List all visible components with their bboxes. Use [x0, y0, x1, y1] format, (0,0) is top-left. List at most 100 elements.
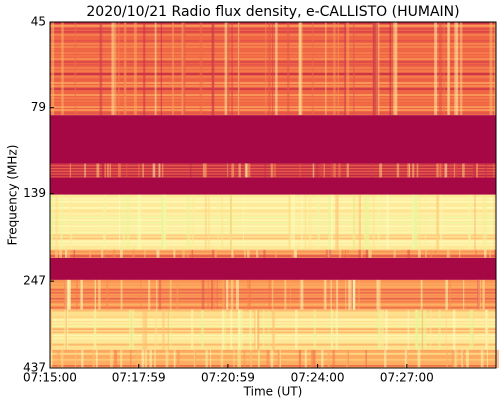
texture — [66, 309, 69, 350]
texture — [328, 249, 332, 258]
texture — [363, 194, 367, 250]
texture — [386, 194, 389, 250]
texture — [254, 309, 256, 350]
texture — [290, 194, 293, 250]
texture — [89, 249, 91, 258]
texture — [429, 309, 432, 350]
texture — [335, 309, 338, 350]
texture — [495, 349, 499, 368]
texture — [341, 249, 344, 258]
texture — [109, 163, 112, 178]
texture — [323, 279, 326, 310]
texture — [308, 194, 312, 250]
texture — [407, 249, 411, 258]
x-tick-label: 07:27:00 — [380, 371, 434, 385]
texture — [114, 22, 117, 116]
texture — [144, 309, 148, 350]
texture — [102, 194, 105, 250]
texture — [459, 249, 461, 258]
texture — [50, 210, 496, 212]
texture — [484, 163, 487, 178]
texture — [257, 249, 259, 258]
texture — [95, 349, 98, 368]
texture — [92, 349, 95, 368]
texture — [50, 255, 496, 257]
texture — [369, 249, 372, 258]
texture — [140, 279, 142, 310]
texture — [445, 279, 449, 310]
texture — [122, 194, 126, 250]
texture — [93, 309, 96, 350]
texture — [321, 349, 324, 368]
texture — [247, 163, 251, 178]
texture — [50, 240, 496, 243]
texture — [51, 22, 55, 116]
texture — [480, 349, 484, 368]
texture — [436, 194, 440, 250]
chart-title: 2020/10/21 Radio flux density, e-CALLIST… — [86, 4, 459, 20]
texture — [217, 194, 219, 250]
texture — [207, 194, 210, 250]
texture — [346, 349, 349, 368]
texture — [466, 349, 469, 368]
spectrum-band — [50, 257, 496, 280]
texture — [137, 194, 139, 250]
texture — [384, 349, 387, 368]
x-axis-label: Time (UT) — [243, 385, 303, 399]
texture — [94, 279, 96, 310]
texture — [201, 309, 204, 350]
texture — [313, 309, 316, 350]
texture — [111, 22, 115, 116]
texture — [126, 163, 128, 178]
texture — [156, 249, 160, 258]
texture — [454, 163, 458, 178]
texture — [84, 163, 86, 178]
texture — [173, 249, 176, 258]
texture — [169, 279, 172, 310]
texture — [475, 163, 479, 178]
texture — [61, 22, 64, 116]
texture — [50, 194, 54, 250]
texture — [372, 194, 375, 250]
texture — [99, 22, 103, 116]
texture — [360, 249, 363, 258]
texture — [393, 249, 396, 258]
texture — [263, 249, 266, 258]
texture — [379, 163, 383, 178]
texture — [438, 22, 442, 116]
texture — [149, 349, 152, 368]
texture — [294, 249, 298, 258]
texture — [325, 249, 329, 258]
texture — [104, 163, 106, 178]
texture — [324, 279, 327, 310]
spectrum-band — [50, 115, 496, 164]
texture — [485, 309, 489, 350]
texture — [50, 228, 496, 231]
texture — [173, 349, 176, 368]
texture — [74, 349, 77, 368]
texture — [216, 279, 218, 310]
texture — [271, 279, 274, 310]
texture — [415, 194, 419, 250]
texture — [176, 279, 179, 310]
texture — [337, 22, 340, 116]
texture — [317, 194, 320, 250]
texture — [391, 22, 393, 116]
texture — [407, 163, 410, 178]
texture — [365, 249, 369, 258]
texture — [460, 163, 462, 178]
texture — [468, 194, 471, 250]
texture — [50, 171, 496, 174]
texture — [209, 349, 212, 368]
texture — [138, 194, 140, 250]
texture — [265, 22, 267, 116]
texture — [493, 163, 495, 178]
texture — [50, 225, 496, 228]
texture — [334, 279, 336, 310]
texture — [292, 194, 295, 250]
texture — [448, 22, 450, 116]
y-tick-label: 45 — [31, 15, 46, 29]
texture — [304, 194, 307, 250]
texture — [50, 197, 496, 200]
